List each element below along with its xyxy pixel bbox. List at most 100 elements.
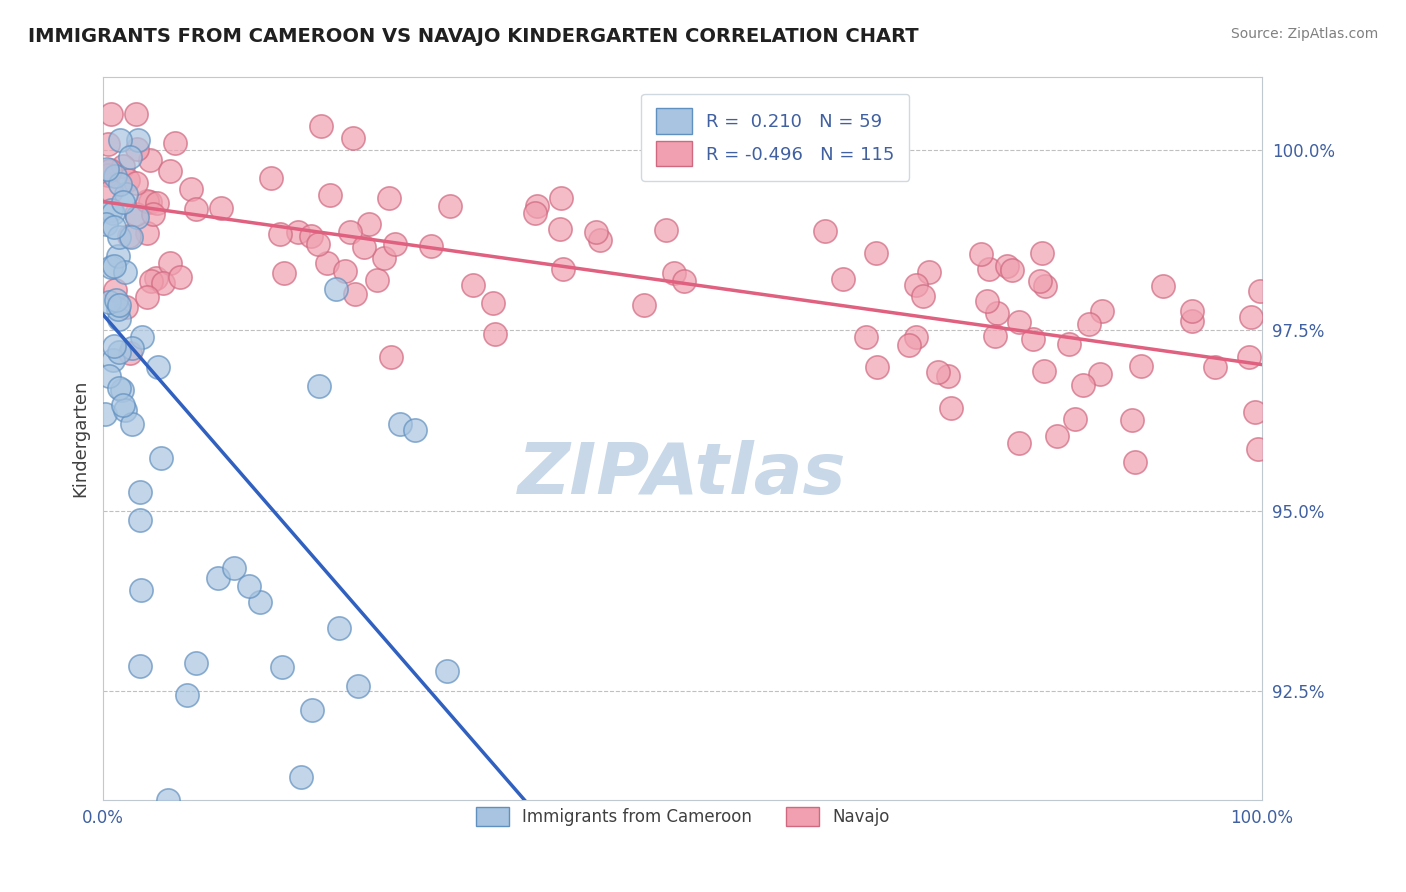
Point bbox=[269, 227, 291, 241]
Point bbox=[328, 621, 350, 635]
Point bbox=[357, 218, 380, 232]
Point bbox=[976, 293, 998, 308]
Point bbox=[898, 338, 921, 352]
Point bbox=[125, 207, 148, 221]
Point bbox=[108, 381, 131, 395]
Point bbox=[273, 266, 295, 280]
Point bbox=[366, 273, 388, 287]
Point bbox=[1237, 350, 1260, 364]
Point bbox=[342, 131, 364, 145]
Point bbox=[977, 262, 1000, 277]
Point bbox=[117, 173, 139, 187]
Point bbox=[995, 259, 1018, 273]
Point bbox=[339, 225, 361, 239]
Point bbox=[146, 360, 169, 375]
Point bbox=[585, 226, 607, 240]
Point bbox=[1249, 284, 1271, 298]
Point bbox=[1204, 360, 1226, 375]
Point bbox=[1152, 278, 1174, 293]
Point bbox=[1057, 337, 1080, 351]
Point bbox=[380, 350, 402, 364]
Point bbox=[436, 664, 458, 678]
Point bbox=[347, 679, 370, 693]
Point bbox=[103, 338, 125, 352]
Point bbox=[135, 194, 157, 209]
Point bbox=[1064, 411, 1087, 425]
Point bbox=[98, 369, 121, 384]
Y-axis label: Kindergarten: Kindergarten bbox=[72, 380, 89, 497]
Point bbox=[159, 163, 181, 178]
Point bbox=[905, 330, 928, 344]
Point bbox=[186, 202, 208, 216]
Point bbox=[100, 202, 122, 217]
Point bbox=[97, 136, 120, 151]
Point bbox=[249, 595, 271, 609]
Point bbox=[129, 513, 152, 527]
Point bbox=[108, 344, 131, 359]
Point bbox=[105, 293, 128, 307]
Point bbox=[94, 408, 117, 422]
Point bbox=[142, 207, 165, 221]
Point bbox=[136, 226, 159, 240]
Point bbox=[114, 265, 136, 279]
Point bbox=[301, 703, 323, 717]
Point bbox=[129, 583, 152, 598]
Point bbox=[550, 222, 572, 236]
Point bbox=[1046, 429, 1069, 443]
Point bbox=[98, 162, 121, 177]
Point bbox=[112, 398, 135, 412]
Point bbox=[1247, 442, 1270, 456]
Point bbox=[115, 186, 138, 201]
Point bbox=[97, 168, 120, 182]
Point bbox=[115, 301, 138, 315]
Point bbox=[526, 199, 548, 213]
Point bbox=[984, 328, 1007, 343]
Point bbox=[165, 136, 187, 150]
Point bbox=[139, 195, 162, 210]
Point bbox=[104, 284, 127, 298]
Point bbox=[389, 417, 412, 431]
Point bbox=[404, 423, 426, 437]
Point bbox=[1033, 364, 1056, 378]
Point bbox=[461, 277, 484, 292]
Point bbox=[550, 191, 572, 205]
Point bbox=[129, 485, 152, 500]
Point bbox=[125, 107, 148, 121]
Point bbox=[936, 368, 959, 383]
Point bbox=[121, 342, 143, 356]
Point bbox=[290, 770, 312, 784]
Point bbox=[1071, 378, 1094, 392]
Point bbox=[121, 417, 143, 431]
Point bbox=[1008, 435, 1031, 450]
Legend: Immigrants from Cameroon, Navajo: Immigrants from Cameroon, Navajo bbox=[467, 798, 898, 835]
Point bbox=[103, 220, 125, 235]
Point bbox=[1008, 315, 1031, 329]
Point bbox=[986, 306, 1008, 320]
Point bbox=[633, 298, 655, 312]
Text: IMMIGRANTS FROM CAMEROON VS NAVAJO KINDERGARTEN CORRELATION CHART: IMMIGRANTS FROM CAMEROON VS NAVAJO KINDE… bbox=[28, 27, 918, 45]
Point bbox=[100, 184, 122, 198]
Point bbox=[100, 260, 122, 275]
Point bbox=[139, 153, 162, 167]
Point bbox=[1029, 274, 1052, 288]
Point bbox=[482, 296, 505, 310]
Point bbox=[100, 106, 122, 120]
Point bbox=[101, 353, 124, 368]
Point bbox=[524, 206, 547, 220]
Point bbox=[299, 229, 322, 244]
Text: Source: ZipAtlas.com: Source: ZipAtlas.com bbox=[1230, 27, 1378, 41]
Point bbox=[209, 201, 232, 215]
Point bbox=[260, 170, 283, 185]
Point bbox=[222, 561, 245, 575]
Point bbox=[104, 169, 127, 183]
Point bbox=[927, 365, 949, 379]
Point bbox=[120, 150, 142, 164]
Point bbox=[287, 225, 309, 239]
Point bbox=[1022, 332, 1045, 346]
Point bbox=[111, 159, 134, 173]
Point bbox=[96, 162, 118, 177]
Point bbox=[905, 278, 928, 293]
Point bbox=[103, 259, 125, 273]
Point bbox=[373, 251, 395, 265]
Point bbox=[111, 194, 134, 209]
